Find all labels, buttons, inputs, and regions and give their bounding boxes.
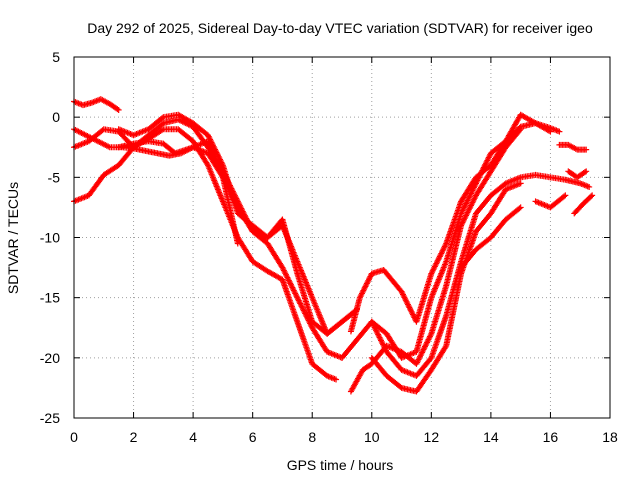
x-tick-label: 14 [483,429,499,445]
series-track-16 [571,192,596,217]
tick-layer: 0 2 4 6 8 10 12 14 16 18 -25 -20 -15 -10 -5 0 5 [40,49,618,445]
data-point [517,126,524,133]
x-tick-label: 6 [249,429,257,445]
y-tick-label: 5 [52,49,60,65]
x-tick-label: 8 [308,429,316,445]
data-point [561,193,568,200]
y-tick-label: 0 [52,109,60,125]
series-track-15 [565,168,590,181]
series-track-6 [115,138,241,247]
series-track-9 [347,126,524,395]
y-tick-label: -5 [48,169,61,185]
series-track-10 [368,171,593,379]
series-track-8 [347,111,554,335]
data-point [516,127,523,134]
data-point [159,115,166,122]
data-point [586,183,593,190]
series-track-14 [556,141,590,153]
chart-title: Day 292 of 2025, Sidereal Day-to-day VTE… [87,20,593,36]
data-point [583,146,590,153]
data-point [114,106,121,113]
y-axis-label: SDTVAR / TECUs [5,182,21,294]
x-tick-label: 0 [70,429,78,445]
data-point [158,127,165,134]
x-tick-label: 12 [424,429,440,445]
data-point [562,192,569,199]
data-point [397,383,404,390]
data-point [546,127,553,134]
y-tick-label: -25 [40,410,60,426]
series-track-12 [458,204,524,271]
x-tick-label: 2 [130,429,138,445]
y-tick-label: -20 [40,350,60,366]
data-point [556,128,563,135]
y-tick-label: -10 [40,230,60,246]
x-tick-label: 18 [602,429,618,445]
data-point [588,193,595,200]
x-tick-label: 4 [189,429,197,445]
x-axis-label: GPS time / hours [287,457,394,473]
data-point [234,240,241,247]
grid-layer [74,57,610,418]
data-point [516,205,523,212]
data-point [442,344,449,351]
series-track-11 [368,180,524,395]
data-point [583,168,590,175]
y-tick-label: -15 [40,290,60,306]
series-track-13 [532,192,569,211]
data-point [115,106,122,113]
data-point [589,192,596,199]
data-point [517,180,524,187]
x-tick-label: 16 [543,429,559,445]
data-point [517,204,524,211]
data-layer [71,96,596,395]
data-point [159,121,166,128]
data-point [581,169,588,176]
data-point [547,128,554,135]
x-tick-label: 10 [364,429,380,445]
data-point [333,376,340,383]
